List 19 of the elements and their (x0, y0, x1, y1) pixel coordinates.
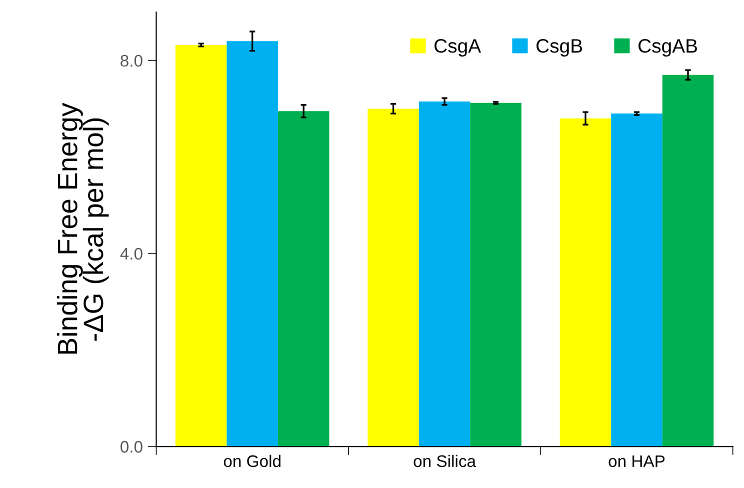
bar (226, 41, 278, 447)
x-tick-label: on Silica (414, 454, 476, 468)
bar (278, 111, 330, 447)
bar (560, 118, 612, 447)
y-tick-label: 0.0 (120, 440, 142, 453)
bar (368, 108, 419, 447)
y-axis-title: Binding Free Energy -ΔG (kcal per mol) (56, 102, 109, 354)
legend-label: CsgA (434, 39, 482, 57)
bar (175, 45, 227, 447)
bar (611, 114, 662, 447)
bar (662, 74, 714, 447)
y-tick-label: 8.0 (120, 54, 142, 67)
y-tick-label: 4.0 (120, 248, 142, 260)
bar (470, 102, 522, 447)
x-tick-label: on HAP (608, 455, 665, 468)
legend-label: CsgB (536, 39, 582, 57)
bar (418, 101, 470, 447)
x-tick-label: on Gold (224, 454, 280, 468)
legend-label: CsgAB (638, 39, 698, 57)
